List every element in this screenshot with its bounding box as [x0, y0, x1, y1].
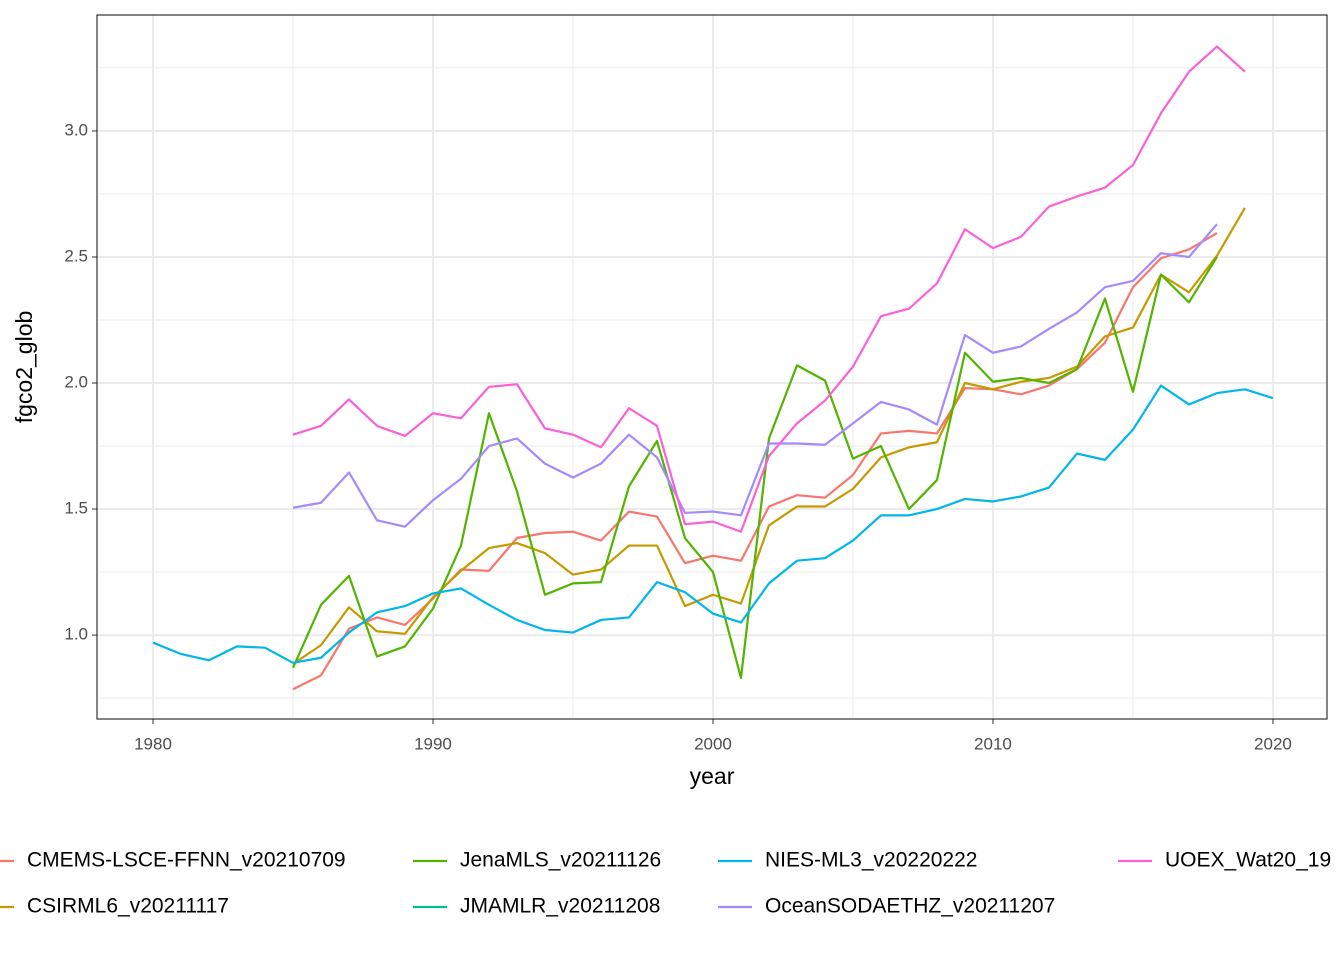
x-tick-label: 2000	[694, 734, 732, 753]
series-line	[152, 384, 1274, 664]
legend-label: NIES-ML3_v20220222	[765, 849, 977, 872]
x-tick-label: 1990	[414, 734, 452, 753]
legend-label: JenaMLS_v20211126	[460, 849, 661, 872]
y-tick-label: 1.0	[64, 625, 88, 644]
plot-border	[96, 14, 1328, 720]
y-tick-label: 2.0	[64, 372, 88, 391]
legend-label: CSIRML6_v20211117	[27, 895, 229, 918]
y-tick-label: 2.5	[64, 246, 88, 265]
legend-label: JMAMLR_v20211208	[460, 895, 660, 918]
x-tick-label: 2010	[974, 734, 1012, 753]
series-line	[292, 223, 1218, 528]
x-tick-label: 2020	[1254, 734, 1292, 753]
x-axis-title: year	[690, 763, 735, 789]
series-line	[291, 256, 1218, 680]
legend-label: UOEX_Wat20_19	[1165, 849, 1331, 872]
y-axis-title: fgco2_glob	[11, 311, 37, 424]
series-line	[292, 207, 1246, 665]
y-tick-label: 3.0	[64, 120, 88, 139]
legend-label: OceanSODAETHZ_v20211207	[765, 895, 1055, 918]
x-tick-label: 1980	[134, 734, 172, 753]
series-line	[292, 45, 1246, 533]
legend-label: CMEMS-LSCE-FFNN_v20210709	[27, 849, 346, 872]
y-tick-label: 1.5	[64, 499, 88, 518]
